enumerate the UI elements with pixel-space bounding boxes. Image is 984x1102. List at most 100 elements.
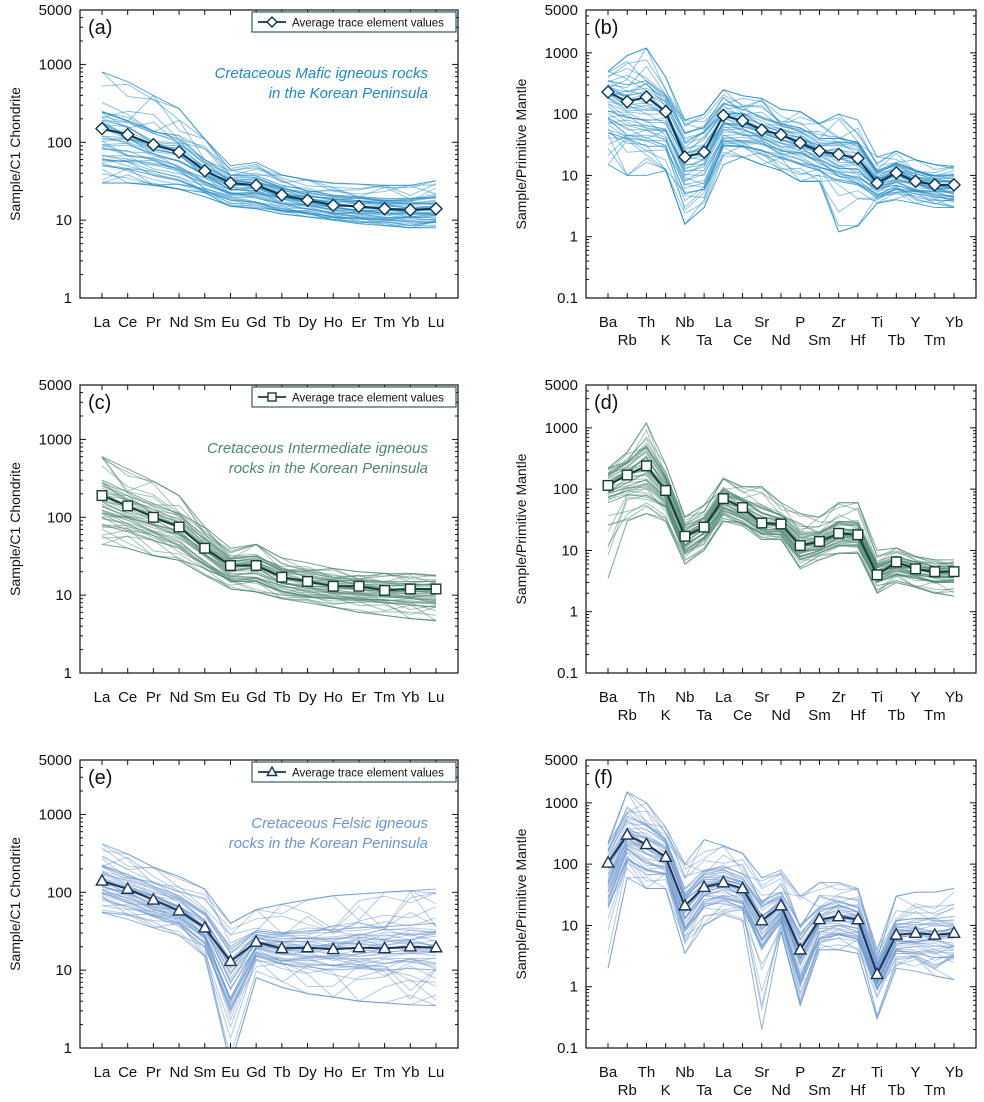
average-point-Rb: [620, 94, 635, 109]
average-point-Tb: [889, 165, 904, 180]
y-axis-label: Sample/Primitive Mantle: [513, 828, 529, 979]
average-point-Yb: [403, 939, 418, 952]
average-point-Hf: [850, 151, 865, 166]
series-line-upper: [101, 479, 436, 582]
legend-box: [251, 386, 457, 408]
y-tick-label: 10: [561, 167, 578, 184]
x-tick-label: K: [661, 707, 671, 724]
average-point-Nb: [677, 898, 692, 911]
average-point-Tb: [276, 571, 288, 583]
sample-line: [101, 174, 437, 227]
y-tick-label: 0.1: [557, 290, 578, 307]
average-point-Gd: [250, 560, 262, 572]
y-tick-label: 1: [64, 665, 72, 682]
average-point-Eu: [223, 176, 238, 190]
x-tick-label: Sr: [754, 689, 769, 706]
x-tick-label: K: [661, 332, 671, 349]
x-tick-label: Y: [911, 314, 921, 331]
average-point-Sm: [812, 144, 827, 159]
x-tick-label: Ta: [696, 707, 713, 724]
x-tick-label: Hf: [850, 332, 866, 349]
y-tick-label: 10: [561, 917, 578, 934]
average-point-Th: [640, 460, 652, 472]
average-point-Zr: [831, 147, 846, 162]
x-tick-label: Nd: [771, 707, 790, 724]
average-point-Ti: [871, 569, 883, 581]
y-axis-label: Sample/Primitive Mantle: [513, 453, 529, 604]
x-tick-label: Tm: [374, 314, 396, 331]
sample-line: [101, 154, 437, 219]
x-tick-label: Sm: [194, 689, 217, 706]
sample-line: [101, 892, 437, 1004]
x-tick-label: Pr: [146, 1064, 161, 1081]
x-tick-label: Tb: [888, 332, 906, 349]
panel-label: (d): [594, 392, 618, 414]
y-tick-label: 100: [553, 106, 578, 123]
series-line-max-envelope: [101, 843, 437, 924]
sample-line: [607, 128, 955, 208]
average-point-Pr: [146, 892, 161, 905]
average-point-La: [717, 493, 729, 505]
average-point-Gd: [249, 178, 264, 193]
x-tick-label: Y: [911, 689, 921, 706]
average-point-Ta: [698, 521, 710, 533]
average-point-Tb: [274, 188, 289, 203]
x-tick-label: Er: [351, 314, 366, 331]
x-tick-label: Tb: [273, 314, 291, 331]
average-point-Tm: [379, 584, 391, 596]
sample-line: [101, 895, 437, 1010]
average-point-Tm: [927, 177, 942, 192]
average-point-Tb: [274, 941, 289, 954]
x-tick-label: P: [795, 689, 805, 706]
x-tick-label: Th: [638, 1064, 656, 1081]
annotation-text: in the Korean Peninsula: [269, 85, 428, 102]
sample-line: [607, 502, 955, 595]
y-tick-label: 1000: [39, 806, 72, 823]
series-line-min-envelope: [101, 912, 437, 1048]
panel-a: 1 10 100 1000 5000 Sample/C1 Chondrite La Ce Pr N…: [7, 2, 459, 331]
x-tick-label: Ta: [696, 332, 713, 349]
x-tick-label: Ce: [118, 689, 137, 706]
y-tick-label: 100: [553, 856, 578, 873]
x-tick-label: Rb: [618, 1082, 637, 1099]
average-point-Lu: [430, 583, 442, 595]
x-tick-label: Yb: [401, 314, 419, 331]
average-point-Ho: [326, 198, 341, 213]
x-tick-label: Sr: [754, 314, 769, 331]
x-tick-label: Ba: [599, 1064, 618, 1081]
y-tick-label: 100: [553, 481, 578, 498]
x-tick-label: Eu: [221, 314, 239, 331]
y-tick-label: 5000: [39, 377, 72, 394]
x-tick-label: Gd: [246, 314, 266, 331]
x-tick-label: Tb: [888, 707, 906, 724]
average-point-Sr: [754, 913, 769, 926]
annotation-text: Cretaceous Felsic igneous: [251, 815, 428, 832]
sample-line: [101, 162, 437, 226]
average-point-P: [794, 540, 806, 552]
y-tick-label: 1000: [39, 431, 72, 448]
y-tick-label: 10: [55, 212, 72, 229]
x-tick-label: P: [795, 314, 805, 331]
average-point-Er: [351, 199, 366, 214]
x-tick-label: Sm: [194, 314, 217, 331]
series-line-min-envelope: [607, 512, 955, 597]
average-point-Ce: [735, 113, 750, 128]
sample-line: [101, 168, 437, 229]
average-point-Ba: [602, 479, 614, 491]
average-point-Zr: [831, 909, 846, 922]
panel-label: (c): [88, 392, 111, 414]
x-tick-label: Tm: [924, 332, 946, 349]
sample-line: [101, 870, 437, 961]
x-tick-label: Hf: [850, 707, 866, 724]
average-point-Hf: [852, 529, 864, 541]
average-point-Ba: [601, 84, 615, 99]
x-tick-label: Th: [638, 689, 656, 706]
sample-line: [101, 909, 437, 1029]
sample-line: [607, 137, 955, 205]
average-point-Eu: [224, 560, 236, 572]
legend-marker: [266, 765, 278, 777]
series-line-min-envelope: [607, 156, 954, 233]
sample-line: [607, 504, 955, 591]
legend-marker: [266, 16, 278, 28]
average-point-Yb: [403, 203, 418, 217]
